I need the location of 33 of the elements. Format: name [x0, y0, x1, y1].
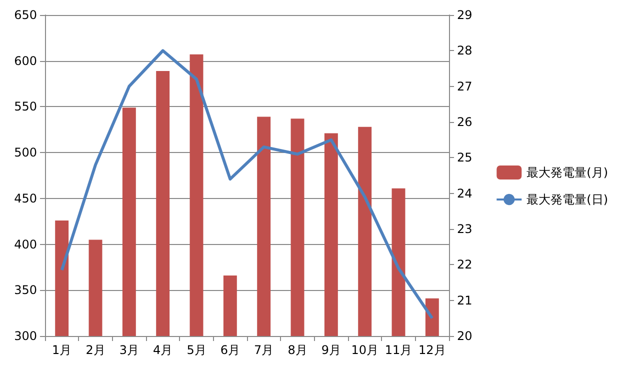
x-tick-label: 12月: [418, 343, 446, 357]
y-tick-label: 300: [14, 329, 37, 343]
y2-tick-label: 20: [457, 329, 472, 343]
x-tick-label: 3月: [119, 343, 139, 357]
x-tick-label: 8月: [288, 343, 308, 357]
x-tick-label: 1月: [52, 343, 72, 357]
legend-label: 最大発電量(日): [526, 192, 608, 206]
x-tick-label: 11月: [384, 343, 412, 357]
legend-label: 最大発電量(月): [526, 166, 608, 180]
y2-tick-label: 21: [457, 293, 472, 308]
y2-tick-label: 26: [457, 115, 472, 129]
x-tick-label: 6月: [220, 343, 240, 357]
y2-tick-label: 27: [457, 79, 472, 94]
x-tick-label: 4月: [153, 343, 173, 357]
y2-tick-label: 25: [457, 150, 472, 165]
y2-tick-label: 23: [457, 222, 472, 236]
x-tick-label: 5月: [186, 343, 206, 357]
y2-tick-label: 22: [457, 258, 472, 272]
y2-tick-label: 28: [457, 44, 472, 58]
y-tick-label: 650: [14, 8, 37, 22]
x-tick-label: 7月: [254, 343, 274, 357]
y-tick-label: 550: [14, 100, 37, 114]
y2-tick-label: 29: [457, 8, 472, 22]
line-series: [60, 49, 434, 320]
x-tick-label: 10月: [351, 343, 378, 357]
x-tick-label: 2月: [86, 343, 106, 357]
y-tick-label: 400: [14, 237, 37, 252]
y-tick-label: 450: [14, 191, 37, 206]
y-tick-label: 600: [14, 54, 37, 68]
y-tick-label: 500: [14, 146, 37, 160]
y2-tick-label: 24: [457, 186, 472, 200]
y-tick-label: 350: [14, 283, 37, 298]
x-tick-label: 9月: [321, 343, 341, 357]
